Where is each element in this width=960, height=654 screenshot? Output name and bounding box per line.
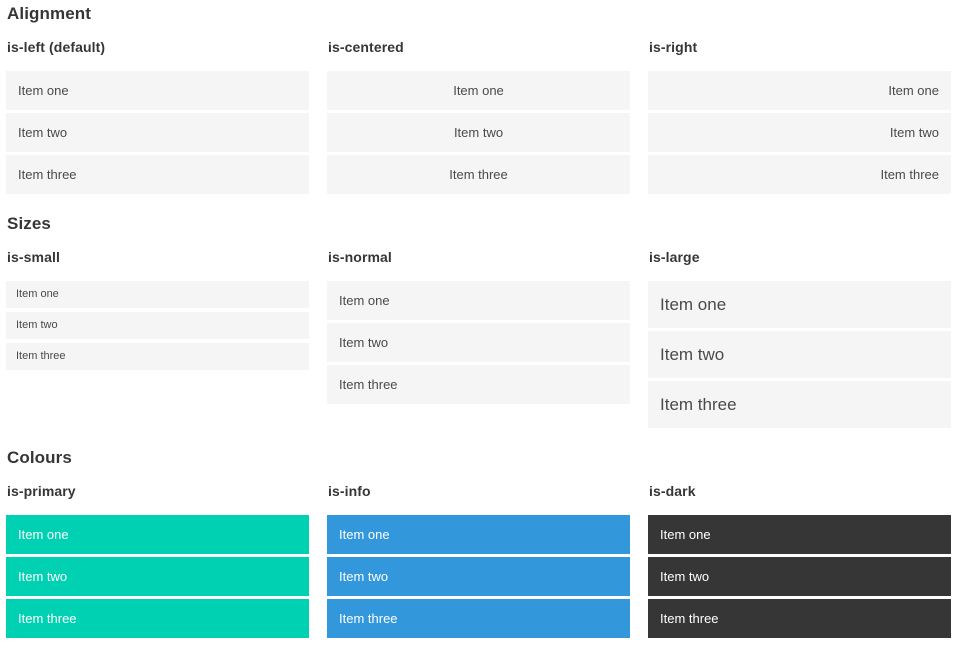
list-item[interactable]: Item two (6, 113, 309, 152)
group-heading-is-dark: is-dark (649, 483, 696, 499)
list-is-large: Item one Item two Item three (648, 281, 951, 428)
list-item[interactable]: Item one (327, 71, 630, 110)
group-heading-is-centered: is-centered (328, 39, 404, 55)
list-is-right: Item one Item two Item three (648, 71, 951, 194)
section-alignment: Alignment is-left (default) Item one Ite… (6, 5, 951, 194)
list-item[interactable]: Item three (648, 599, 951, 638)
group-is-small: is-small Item one Item two Item three (6, 250, 309, 370)
list-is-primary: Item one Item two Item three (6, 515, 309, 638)
list-item[interactable]: Item two (648, 557, 951, 596)
group-heading-is-small: is-small (7, 249, 60, 265)
section-title-alignment: Alignment (7, 4, 92, 23)
section-colours: Colours is-primary Item one Item two Ite… (6, 449, 951, 638)
group-is-dark: is-dark Item one Item two Item three (648, 484, 951, 638)
list-item[interactable]: Item one (6, 281, 309, 308)
list-item[interactable]: Item three (327, 365, 630, 404)
section-sizes: Sizes is-small Item one Item two Item th… (6, 215, 951, 428)
list-item[interactable]: Item two (327, 113, 630, 152)
list-item[interactable]: Item three (648, 155, 951, 194)
list-item[interactable]: Item one (6, 515, 309, 554)
list-item[interactable]: Item one (6, 71, 309, 110)
list-item[interactable]: Item three (648, 381, 951, 428)
list-item[interactable]: Item two (648, 331, 951, 378)
list-is-left: Item one Item two Item three (6, 71, 309, 194)
group-is-large: is-large Item one Item two Item three (648, 250, 951, 428)
list-is-centered: Item one Item two Item three (327, 71, 630, 194)
list-is-info: Item one Item two Item three (327, 515, 630, 638)
list-item[interactable]: Item one (648, 515, 951, 554)
group-is-primary: is-primary Item one Item two Item three (6, 484, 309, 638)
list-item[interactable]: Item three (327, 599, 630, 638)
list-is-small: Item one Item two Item three (6, 281, 309, 370)
group-heading-is-primary: is-primary (7, 483, 76, 499)
sizes-columns: is-small Item one Item two Item three is… (6, 250, 951, 428)
list-item[interactable]: Item two (6, 557, 309, 596)
alignment-columns: is-left (default) Item one Item two Item… (6, 40, 951, 194)
list-item[interactable]: Item three (6, 599, 309, 638)
list-item[interactable]: Item two (6, 312, 309, 339)
group-is-centered: is-centered Item one Item two Item three (327, 40, 630, 194)
list-item[interactable]: Item three (6, 155, 309, 194)
list-item[interactable]: Item three (6, 343, 309, 370)
list-item[interactable]: Item three (327, 155, 630, 194)
list-is-normal: Item one Item two Item three (327, 281, 630, 404)
list-item[interactable]: Item two (327, 323, 630, 362)
group-is-info: is-info Item one Item two Item three (327, 484, 630, 638)
group-heading-is-large: is-large (649, 249, 700, 265)
group-heading-is-normal: is-normal (328, 249, 392, 265)
group-is-normal: is-normal Item one Item two Item three (327, 250, 630, 404)
list-item[interactable]: Item one (648, 71, 951, 110)
group-heading-is-info: is-info (328, 483, 371, 499)
list-item[interactable]: Item one (327, 281, 630, 320)
group-is-left: is-left (default) Item one Item two Item… (6, 40, 309, 194)
section-title-colours: Colours (7, 448, 72, 467)
list-item[interactable]: Item one (648, 281, 951, 328)
list-item[interactable]: Item one (327, 515, 630, 554)
group-heading-is-right: is-right (649, 39, 698, 55)
section-title-sizes: Sizes (7, 214, 51, 233)
group-is-right: is-right Item one Item two Item three (648, 40, 951, 194)
list-item[interactable]: Item two (648, 113, 951, 152)
list-is-dark: Item one Item two Item three (648, 515, 951, 638)
group-heading-is-left: is-left (default) (7, 39, 106, 55)
list-item[interactable]: Item two (327, 557, 630, 596)
colours-columns: is-primary Item one Item two Item three … (6, 484, 951, 638)
